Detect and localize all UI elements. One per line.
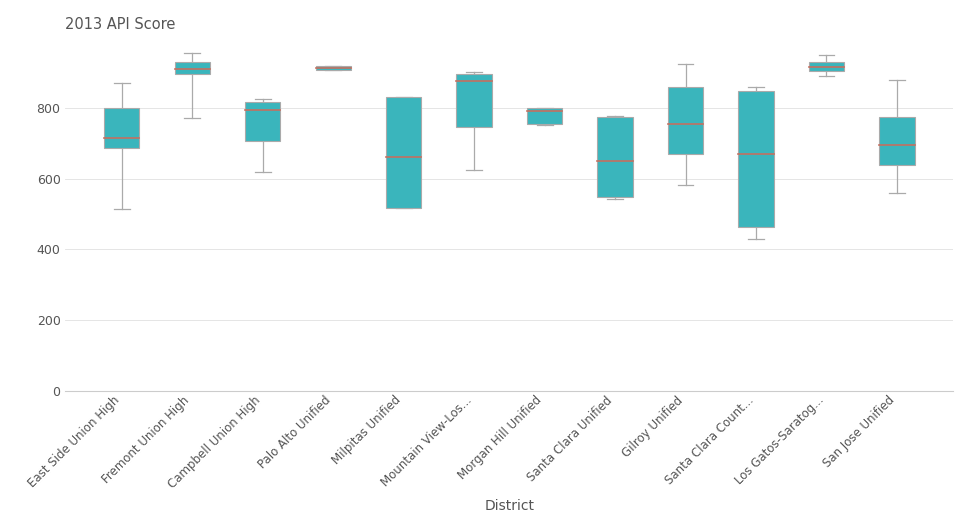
Bar	[808, 63, 843, 70]
Bar	[245, 102, 280, 142]
Bar	[526, 109, 562, 123]
Text: 2013 API Score: 2013 API Score	[65, 16, 175, 32]
Bar	[174, 62, 209, 74]
Bar	[456, 74, 491, 127]
Bar	[737, 91, 773, 227]
Bar	[104, 108, 140, 148]
Bar	[879, 117, 914, 165]
Bar	[386, 97, 421, 208]
X-axis label: District: District	[484, 499, 534, 514]
Bar	[315, 66, 351, 69]
Bar	[597, 117, 632, 197]
Bar	[668, 86, 703, 155]
